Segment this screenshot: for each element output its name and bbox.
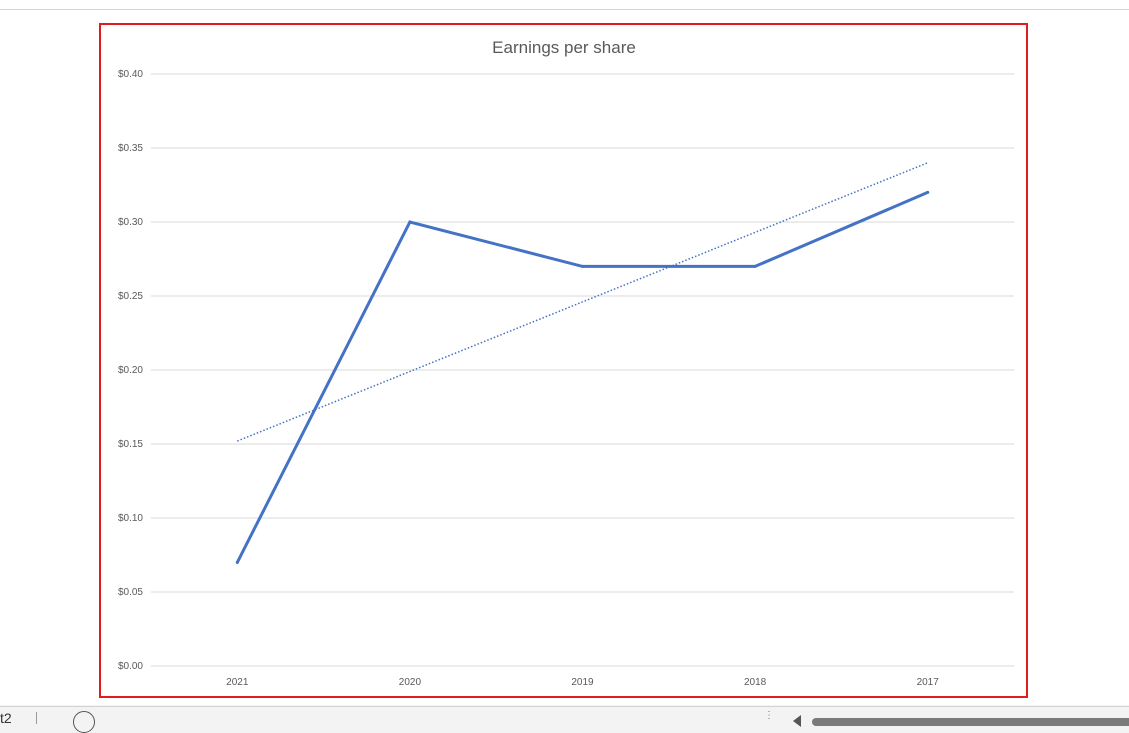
y-tick-label: $0.35 [118,143,143,154]
y-tick-label: $0.00 [118,661,143,672]
horizontal-scrollbar[interactable] [812,718,1129,726]
gridlines [151,73,1014,667]
add-sheet-icon[interactable] [73,711,95,733]
trendline-group [237,162,928,442]
y-tick-label: $0.15 [118,439,143,450]
trendline [237,162,928,442]
data-point [753,264,757,268]
tab-divider [36,712,37,724]
y-tick-label: $0.40 [118,69,143,80]
sheet-tabs-bar: t2 ⋮ [0,706,1129,733]
data-point [235,560,239,564]
y-tick-label: $0.20 [118,365,143,376]
series-group [235,190,930,564]
series-line [235,190,930,564]
scroll-left-icon[interactable] [793,715,801,727]
data-point [926,190,930,194]
y-tick-label: $0.05 [118,587,143,598]
x-tick-label: 2018 [744,677,767,688]
x-axis-labels: 2021 2020 2019 2018 2017 [226,677,939,688]
data-point [581,264,584,268]
chart-container[interactable]: Earnings per share $0.00 $0.05 $0.10 $0.15 $… [99,23,1028,698]
ribbon-edge [0,0,1129,10]
y-tick-label: $0.25 [118,291,143,302]
y-tick-label: $0.10 [118,513,143,524]
chart-title: Earnings per share [492,38,636,57]
sheet-tab[interactable]: t2 [0,710,12,726]
earnings-chart: Earnings per share $0.00$0.05$0.10$0.15$… [118,38,1014,688]
data-point [408,220,412,224]
x-tick-label: 2017 [917,677,940,688]
x-tick-label: 2019 [571,677,594,688]
x-tick-label: 2020 [399,677,422,688]
y-axis-labels: $0.00 $0.05 $0.10 $0.15 $0.20 $0.25 $0.30 $0.35… [118,69,143,672]
more-options-icon[interactable]: ⋮ [764,710,774,721]
y-tick-label: $0.30 [118,217,143,228]
x-tick-label: 2021 [226,677,249,688]
